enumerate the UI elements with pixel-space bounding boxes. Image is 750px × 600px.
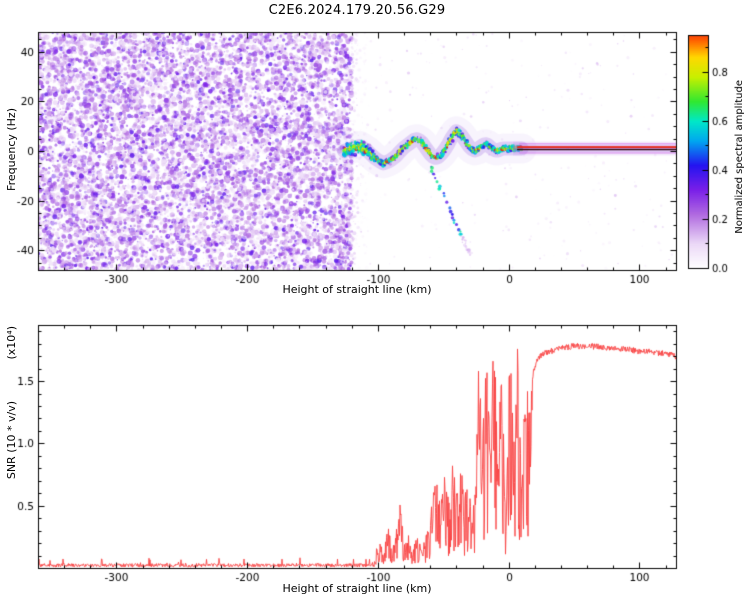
plot-title: C2E6.2024.179.20.56.G29 (268, 3, 446, 18)
colorbar-label: Normalized spectral amplitude (734, 80, 745, 234)
spectrogram-yaxis-label: Frequency (Hz) (5, 108, 18, 191)
snr-panel-canvas (0, 300, 750, 600)
snr-yaxis-scale-label: (x10⁴) (5, 326, 18, 360)
spectrogram-panel-canvas (0, 0, 750, 300)
snr-yaxis-label: SNR (10 * v/v) (5, 401, 18, 480)
spectrogram-xaxis-label: Height of straight line (km) (282, 283, 432, 296)
snr-xaxis-label: Height of straight line (km) (282, 582, 432, 595)
